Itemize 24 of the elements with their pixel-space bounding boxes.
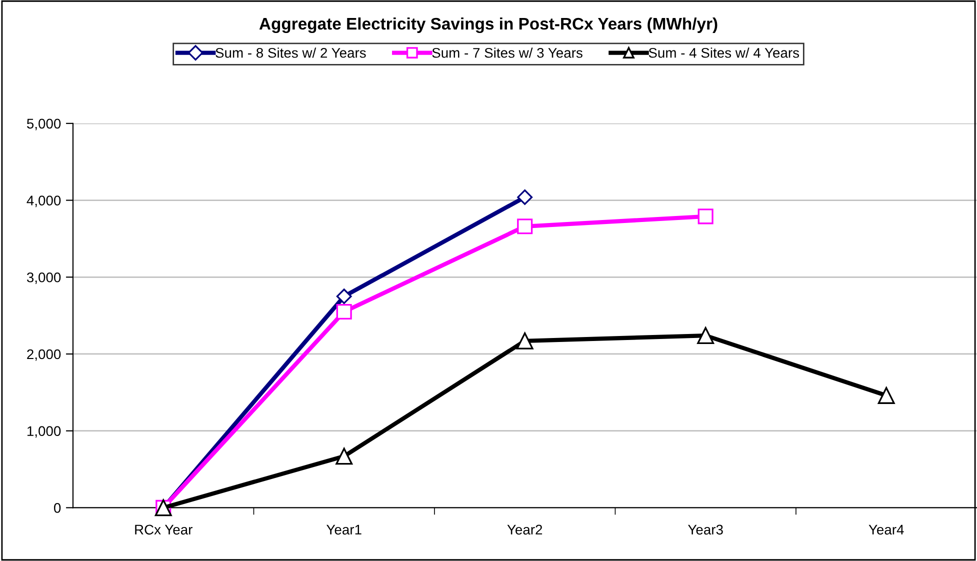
y-tick-label: 2,000 bbox=[27, 349, 61, 361]
x-tick-label: RCx Year bbox=[135, 524, 192, 535]
point bbox=[697, 327, 714, 344]
x-tick-label: Year3 bbox=[688, 524, 723, 535]
y-tick-label: 0 bbox=[54, 503, 61, 513]
point bbox=[517, 218, 533, 234]
point bbox=[336, 448, 353, 465]
legend-label: Sum - 4 Sites w/ 4 Years bbox=[648, 48, 800, 58]
y-tick-label: 3,000 bbox=[26, 272, 61, 284]
legend-label: Sum - 7 Sites w/ 3 Years bbox=[432, 48, 582, 58]
chart-title: Aggregate Electricity Savings in Post-RCx Years (MWh/yr) bbox=[259, 17, 718, 34]
legend-label: Sum - 8 Sites w/ 2 Years bbox=[216, 48, 366, 58]
x-tick-label: Year4 bbox=[868, 524, 904, 535]
point bbox=[878, 387, 895, 404]
point bbox=[698, 208, 714, 224]
point bbox=[516, 332, 534, 350]
point bbox=[336, 304, 352, 320]
y-tick-label: 4,000 bbox=[26, 196, 61, 208]
point bbox=[336, 288, 352, 304]
x-tick-label: Year2 bbox=[507, 524, 542, 535]
x-tick-label: Year1 bbox=[326, 524, 362, 535]
y-tick-label: 1,000 bbox=[27, 426, 61, 438]
point bbox=[517, 189, 533, 205]
y-tick-label: 5,000 bbox=[26, 118, 61, 130]
